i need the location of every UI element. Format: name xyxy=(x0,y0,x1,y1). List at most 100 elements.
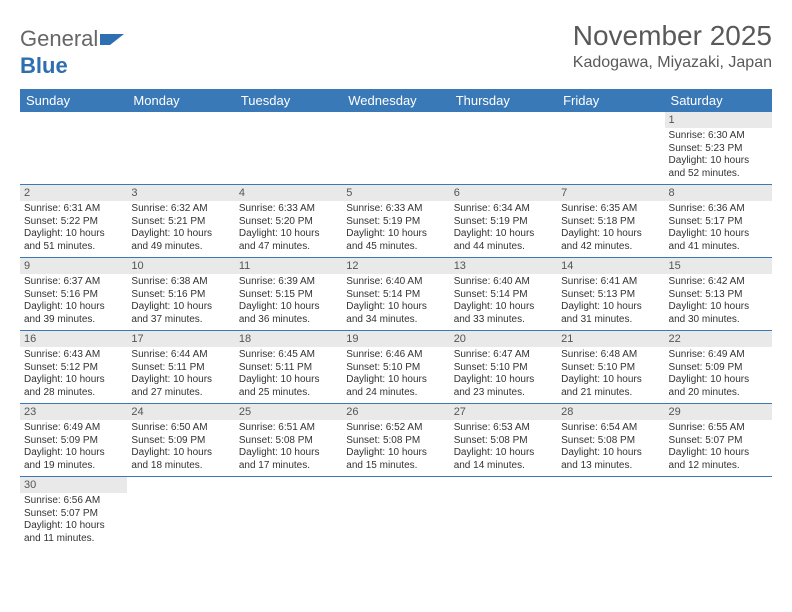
day-number: 21 xyxy=(557,331,664,347)
day-details: Sunrise: 6:37 AMSunset: 5:16 PMDaylight:… xyxy=(20,274,127,330)
day-details: Sunrise: 6:41 AMSunset: 5:13 PMDaylight:… xyxy=(557,274,664,330)
sunset-text: Sunset: 5:08 PM xyxy=(239,435,338,448)
daylight-text: Daylight: 10 hours and 25 minutes. xyxy=(239,374,338,399)
location: Kadogawa, Miyazaki, Japan xyxy=(573,54,772,72)
calendar-cell: 13Sunrise: 6:40 AMSunset: 5:14 PMDayligh… xyxy=(450,258,557,331)
calendar-cell: 4Sunrise: 6:33 AMSunset: 5:20 PMDaylight… xyxy=(235,185,342,258)
day-number: 8 xyxy=(665,185,772,201)
day-details: Sunrise: 6:40 AMSunset: 5:14 PMDaylight:… xyxy=(450,274,557,330)
sunrise-text: Sunrise: 6:33 AM xyxy=(239,203,338,216)
daylight-text: Daylight: 10 hours and 20 minutes. xyxy=(669,374,768,399)
daylight-text: Daylight: 10 hours and 15 minutes. xyxy=(346,447,445,472)
sunset-text: Sunset: 5:19 PM xyxy=(346,216,445,229)
daylight-text: Daylight: 10 hours and 13 minutes. xyxy=(561,447,660,472)
calendar-cell: 30Sunrise: 6:56 AMSunset: 5:07 PMDayligh… xyxy=(20,477,127,550)
day-details: Sunrise: 6:50 AMSunset: 5:09 PMDaylight:… xyxy=(127,420,234,476)
day-number: 5 xyxy=(342,185,449,201)
sunset-text: Sunset: 5:07 PM xyxy=(669,435,768,448)
calendar-cell xyxy=(557,112,664,185)
sunset-text: Sunset: 5:23 PM xyxy=(669,143,768,156)
sunrise-text: Sunrise: 6:39 AM xyxy=(239,276,338,289)
day-number: 25 xyxy=(235,404,342,420)
calendar-cell: 18Sunrise: 6:45 AMSunset: 5:11 PMDayligh… xyxy=(235,331,342,404)
day-details: Sunrise: 6:53 AMSunset: 5:08 PMDaylight:… xyxy=(450,420,557,476)
calendar-cell: 12Sunrise: 6:40 AMSunset: 5:14 PMDayligh… xyxy=(342,258,449,331)
day-number: 20 xyxy=(450,331,557,347)
sunset-text: Sunset: 5:20 PM xyxy=(239,216,338,229)
sunrise-text: Sunrise: 6:43 AM xyxy=(24,349,123,362)
header: General Blue November 2025 Kadogawa, Miy… xyxy=(20,20,772,79)
day-details: Sunrise: 6:42 AMSunset: 5:13 PMDaylight:… xyxy=(665,274,772,330)
day-details: Sunrise: 6:49 AMSunset: 5:09 PMDaylight:… xyxy=(20,420,127,476)
day-header: Saturday xyxy=(665,89,772,112)
sunrise-text: Sunrise: 6:49 AM xyxy=(669,349,768,362)
sunset-text: Sunset: 5:22 PM xyxy=(24,216,123,229)
day-number: 19 xyxy=(342,331,449,347)
day-details: Sunrise: 6:44 AMSunset: 5:11 PMDaylight:… xyxy=(127,347,234,403)
calendar-row: 1Sunrise: 6:30 AMSunset: 5:23 PMDaylight… xyxy=(20,112,772,185)
day-header: Friday xyxy=(557,89,664,112)
day-details: Sunrise: 6:48 AMSunset: 5:10 PMDaylight:… xyxy=(557,347,664,403)
sunrise-text: Sunrise: 6:55 AM xyxy=(669,422,768,435)
sunrise-text: Sunrise: 6:48 AM xyxy=(561,349,660,362)
day-details: Sunrise: 6:51 AMSunset: 5:08 PMDaylight:… xyxy=(235,420,342,476)
calendar-cell: 29 Sunrise: 6:55 AMSunset: 5:07 PMDayligh… xyxy=(665,404,772,477)
sunset-text: Sunset: 5:09 PM xyxy=(131,435,230,448)
calendar-cell xyxy=(665,477,772,550)
daylight-text: Daylight: 10 hours and 36 minutes. xyxy=(239,301,338,326)
day-details: Sunrise: 6:49 AMSunset: 5:09 PMDaylight:… xyxy=(665,347,772,403)
calendar-cell: 17Sunrise: 6:44 AMSunset: 5:11 PMDayligh… xyxy=(127,331,234,404)
day-details: Sunrise: 6:38 AMSunset: 5:16 PMDaylight:… xyxy=(127,274,234,330)
sunset-text: Sunset: 5:10 PM xyxy=(346,362,445,375)
day-number: 17 xyxy=(127,331,234,347)
daylight-text: Daylight: 10 hours and 42 minutes. xyxy=(561,228,660,253)
sunrise-text: Sunrise: 6:51 AM xyxy=(239,422,338,435)
sunrise-text: Sunrise: 6:35 AM xyxy=(561,203,660,216)
logo-part2: Blue xyxy=(20,53,68,78)
daylight-text: Daylight: 10 hours and 12 minutes. xyxy=(669,447,768,472)
day-number: 3 xyxy=(127,185,234,201)
day-header-row: Sunday Monday Tuesday Wednesday Thursday… xyxy=(20,89,772,112)
sunset-text: Sunset: 5:08 PM xyxy=(454,435,553,448)
month-title: November 2025 xyxy=(573,20,772,52)
day-number: 2 xyxy=(20,185,127,201)
sunset-text: Sunset: 5:14 PM xyxy=(454,289,553,302)
day-details: Sunrise: 6:33 AMSunset: 5:20 PMDaylight:… xyxy=(235,201,342,257)
sunset-text: Sunset: 5:09 PM xyxy=(24,435,123,448)
calendar-cell: 5Sunrise: 6:33 AMSunset: 5:19 PMDaylight… xyxy=(342,185,449,258)
sunrise-text: Sunrise: 6:53 AM xyxy=(454,422,553,435)
calendar-cell: 16Sunrise: 6:43 AMSunset: 5:12 PMDayligh… xyxy=(20,331,127,404)
calendar-row: 30Sunrise: 6:56 AMSunset: 5:07 PMDayligh… xyxy=(20,477,772,550)
daylight-text: Daylight: 10 hours and 37 minutes. xyxy=(131,301,230,326)
day-number: 28 xyxy=(557,404,664,420)
day-number: 24 xyxy=(127,404,234,420)
calendar-cell: 11Sunrise: 6:39 AMSunset: 5:15 PMDayligh… xyxy=(235,258,342,331)
sunrise-text: Sunrise: 6:30 AM xyxy=(669,130,768,143)
sunset-text: Sunset: 5:11 PM xyxy=(239,362,338,375)
sunset-text: Sunset: 5:10 PM xyxy=(454,362,553,375)
day-number: 16 xyxy=(20,331,127,347)
day-details: Sunrise: 6:33 AMSunset: 5:19 PMDaylight:… xyxy=(342,201,449,257)
calendar-row: 23Sunrise: 6:49 AMSunset: 5:09 PMDayligh… xyxy=(20,404,772,477)
daylight-text: Daylight: 10 hours and 21 minutes. xyxy=(561,374,660,399)
calendar-cell: 3Sunrise: 6:32 AMSunset: 5:21 PMDaylight… xyxy=(127,185,234,258)
sunrise-text: Sunrise: 6:50 AM xyxy=(131,422,230,435)
calendar-cell: 8Sunrise: 6:36 AMSunset: 5:17 PMDaylight… xyxy=(665,185,772,258)
day-number: 12 xyxy=(342,258,449,274)
day-number: 26 xyxy=(342,404,449,420)
day-number: 13 xyxy=(450,258,557,274)
sunrise-text: Sunrise: 6:40 AM xyxy=(346,276,445,289)
calendar-cell xyxy=(450,477,557,550)
daylight-text: Daylight: 10 hours and 19 minutes. xyxy=(24,447,123,472)
day-number: 29 xyxy=(665,404,772,420)
day-number: 14 xyxy=(557,258,664,274)
daylight-text: Daylight: 10 hours and 18 minutes. xyxy=(131,447,230,472)
day-number: 15 xyxy=(665,258,772,274)
calendar-cell: 21Sunrise: 6:48 AMSunset: 5:10 PMDayligh… xyxy=(557,331,664,404)
calendar-cell: 19Sunrise: 6:46 AMSunset: 5:10 PMDayligh… xyxy=(342,331,449,404)
sunrise-text: Sunrise: 6:40 AM xyxy=(454,276,553,289)
daylight-text: Daylight: 10 hours and 33 minutes. xyxy=(454,301,553,326)
sunset-text: Sunset: 5:15 PM xyxy=(239,289,338,302)
daylight-text: Daylight: 10 hours and 30 minutes. xyxy=(669,301,768,326)
day-header: Tuesday xyxy=(235,89,342,112)
